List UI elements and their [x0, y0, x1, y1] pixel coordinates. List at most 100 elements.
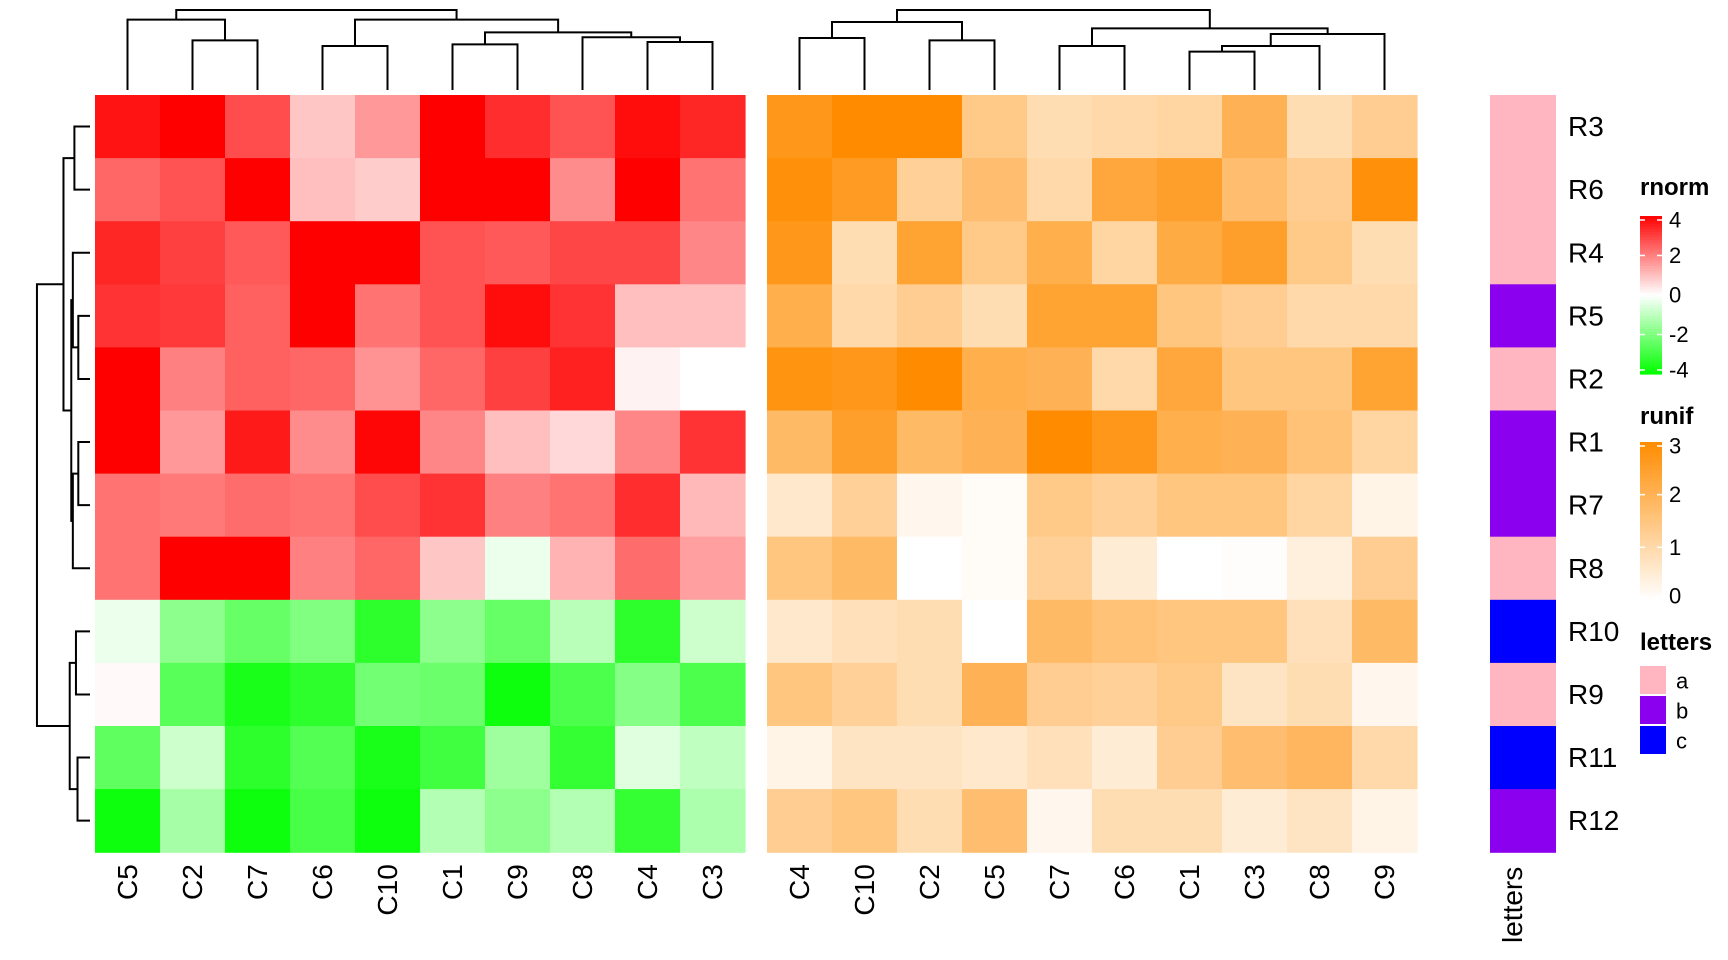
- legend-gradient-step: [1640, 578, 1662, 583]
- legend-gradient-step: [1640, 237, 1662, 241]
- column-label: C2: [914, 864, 945, 900]
- dendrogram-branch: [73, 125, 90, 191]
- dendrogram-branch: [191, 39, 259, 90]
- runif-cell: [1287, 662, 1353, 727]
- rnorm-cell: [550, 158, 616, 222]
- rnorm-cell: [485, 599, 551, 664]
- rnorm-cell: [420, 158, 486, 222]
- rnorm-cell: [290, 158, 356, 222]
- runif-cell: [1027, 726, 1093, 790]
- dendrogram-branch: [1188, 50, 1256, 90]
- annotation-cell: [1490, 473, 1556, 538]
- runif-column-labels: C4 C10 C2 C5 C7 C6 C1 C3 C8 C9: [784, 864, 1400, 915]
- column-label: C3: [697, 864, 728, 900]
- runif-cell: [767, 410, 833, 475]
- rnorm-cell: [615, 284, 681, 348]
- runif-cell: [962, 410, 1028, 475]
- legend-gradient-step: [1640, 302, 1662, 307]
- runif-cell: [1157, 284, 1223, 348]
- dendrogram-branch: [321, 45, 389, 90]
- legend-gradient-step: [1640, 489, 1662, 493]
- legend-gradient-step: [1640, 521, 1662, 525]
- runif-cell: [832, 662, 898, 727]
- legend-gradient-step: [1640, 358, 1662, 362]
- runif-cell: [1027, 789, 1093, 853]
- rnorm-cell: [485, 473, 551, 538]
- rnorm-cell: [290, 95, 356, 159]
- legend-gradient-step: [1640, 505, 1662, 509]
- legend-swatch: [1640, 696, 1666, 724]
- runif-cell: [1157, 662, 1223, 727]
- legend-gradient-step: [1640, 442, 1662, 446]
- runif-cell: [832, 95, 898, 159]
- dendrogram-branch: [71, 472, 90, 570]
- runif-cell: [1352, 95, 1418, 159]
- legend-gradient-step: [1640, 571, 1662, 575]
- rnorm-cell: [355, 410, 421, 475]
- rnorm-cell: [355, 221, 421, 285]
- runif-cell: [1027, 158, 1093, 222]
- legend-gradient-step: [1640, 531, 1662, 535]
- legend-gradient-step: [1640, 313, 1662, 317]
- legend-label: a: [1676, 669, 1689, 694]
- runif-cell: [1157, 789, 1223, 853]
- runif-cell: [1352, 662, 1418, 727]
- rnorm-cell: [420, 95, 486, 159]
- legend-gradient-step: [1640, 355, 1662, 359]
- runif-cell: [1287, 726, 1353, 790]
- legend-gradient-step: [1640, 478, 1662, 483]
- legend-gradient-step: [1640, 470, 1662, 475]
- legend-gradient-step: [1640, 576, 1662, 580]
- runif-cell: [1222, 347, 1288, 412]
- rnorm-cell: [680, 95, 746, 159]
- legend-gradient-step: [1640, 573, 1662, 577]
- dendrogram-branch: [126, 18, 226, 90]
- legend-gradient-step: [1640, 492, 1662, 496]
- rnorm-cell: [485, 410, 551, 475]
- legend-gradient-step: [1640, 592, 1662, 596]
- rnorm-cell: [225, 158, 291, 222]
- rnorm-cell: [160, 158, 226, 222]
- legend-gradient-step: [1640, 295, 1662, 299]
- rnorm-cell: [225, 221, 291, 285]
- legend-tick: 1: [1669, 535, 1681, 560]
- runif-cell: [1092, 284, 1158, 348]
- column-label: C10: [372, 864, 403, 915]
- legend-tick: 4: [1669, 208, 1681, 233]
- runif-cell: [1027, 599, 1093, 664]
- legend-gradient-step: [1640, 549, 1662, 554]
- runif-cell: [1352, 536, 1418, 601]
- legend-gradient-step: [1640, 289, 1662, 293]
- runif-cell: [1352, 410, 1418, 475]
- rnorm-cell: [550, 221, 616, 285]
- runif-cell: [767, 95, 833, 159]
- row-label: R6: [1568, 174, 1604, 205]
- rnorm-cell: [95, 789, 161, 853]
- column-label: C6: [1109, 864, 1140, 900]
- legend-gradient-step: [1640, 321, 1662, 325]
- rnorm-cell: [680, 347, 746, 412]
- column-label: C8: [567, 864, 598, 900]
- legend-label: b: [1676, 699, 1688, 724]
- runif-cell: [832, 410, 898, 475]
- runif-cell: [897, 347, 963, 412]
- runif-cell: [897, 284, 963, 348]
- runif-cell: [897, 599, 963, 664]
- legend-gradient-step: [1640, 271, 1662, 275]
- runif-cell: [832, 473, 898, 538]
- column-label: C8: [1304, 864, 1335, 900]
- legend-gradient-step: [1640, 497, 1662, 501]
- rnorm-cell: [160, 410, 226, 475]
- legend-gradient-step: [1640, 584, 1662, 588]
- runif-cell: [1092, 95, 1158, 159]
- dendrogram-branch: [451, 43, 519, 90]
- legend-gradient-step: [1640, 463, 1662, 467]
- legend-gradient-step: [1640, 502, 1662, 506]
- runif-cell: [1352, 473, 1418, 538]
- legend-gradient-step: [1640, 589, 1662, 593]
- legend-gradient-step: [1640, 229, 1662, 233]
- row-label: R5: [1568, 300, 1604, 331]
- annotation-cell: [1490, 599, 1556, 664]
- runif-cell: [897, 410, 963, 475]
- column-label: C2: [177, 864, 208, 900]
